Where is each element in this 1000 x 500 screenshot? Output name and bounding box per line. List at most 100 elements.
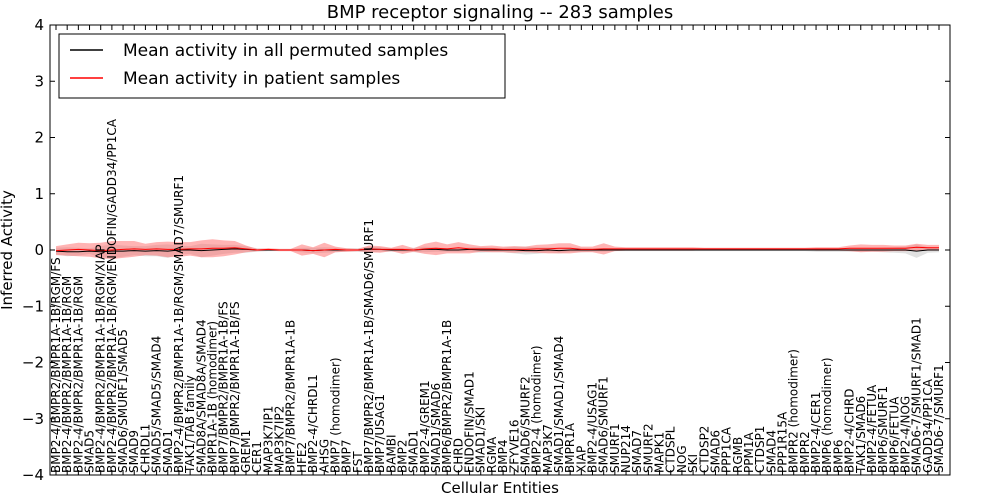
legend-label-patient: Mean activity in patient samples xyxy=(123,69,400,89)
x-tick-label-9: SMAD5/SMAD5/SMAD4 xyxy=(150,336,164,473)
x-tick-label-24: AHSG xyxy=(317,439,331,473)
x-tick-label-48: BMP2-4/USAG1 xyxy=(586,382,600,473)
x-tick-label-54: MAPK1 xyxy=(653,432,667,473)
y-tick-label-8: 4 xyxy=(34,16,44,34)
x-tick-label-7: SMAD9 xyxy=(127,430,141,473)
x-tick-label-1: BMP2-4/BMPR2/BMPR1A-1B/RGM xyxy=(60,276,74,473)
x-tick-label-52: SMAD7 xyxy=(630,430,644,473)
x-tick-label-32: SMAD1 xyxy=(407,430,421,473)
x-tick-label-2: BMP2-4/BMPR2/BMPR1A-1B/RGM xyxy=(71,276,85,473)
y-tick-label-4: 0 xyxy=(34,241,44,259)
y-tick-label-6: 2 xyxy=(34,129,44,147)
x-tick-label-64: SMAD4 xyxy=(764,430,778,473)
x-tick-label-51: NUP214 xyxy=(619,425,633,473)
x-tick-label-33: BMP2-4/GREM1 xyxy=(418,380,432,473)
y-axis-label: Inferred Activity xyxy=(0,190,16,310)
x-tick-label-47: XIAP xyxy=(574,446,588,473)
x-tick-label-76: BMP2-4/NOG xyxy=(898,396,912,473)
x-tick-label-25: BMP7 (homodimer) xyxy=(328,357,342,473)
x-tick-label-0: BMP2-4/BMPR2/BMPR1A-1B/RGM/FS xyxy=(49,257,63,473)
x-tick-label-45: SMAD1/SMAD1/SMAD4 xyxy=(552,336,566,473)
x-tick-label-18: CER1 xyxy=(250,441,264,473)
x-tick-label-17: GREM1 xyxy=(239,430,253,473)
x-tick-label-77: SMAD6-7/SMURF1/SMAD1 xyxy=(910,317,924,473)
x-tick-label-63: CTDSP1 xyxy=(753,426,767,473)
x-tick-label-39: RGMA xyxy=(485,436,499,473)
plot-frame xyxy=(49,24,951,476)
y-tick-label-2: −2 xyxy=(22,354,44,372)
legend-box xyxy=(58,33,506,99)
x-tick-label-69: BMP6 (homodimer) xyxy=(820,357,834,473)
x-tick-label-40: BMP4 xyxy=(496,440,510,473)
x-tick-label-68: BMP2-4/CER1 xyxy=(809,392,823,473)
y-tick-label-0: −4 xyxy=(22,466,44,484)
line-series-1 xyxy=(55,246,939,252)
x-tick-label-55: CTDSPL xyxy=(664,426,678,473)
line-series-0 xyxy=(55,248,939,253)
legend: Mean activity in all permuted samples Me… xyxy=(58,33,506,99)
y-tick-label-7: 3 xyxy=(34,72,44,90)
x-tick-label-23: BMP2-4/CHRDL1 xyxy=(306,374,320,473)
x-tick-label-19: MAP3K7IP1 xyxy=(261,406,275,473)
x-tick-label-43: BMP2-4 (homodimer) xyxy=(530,345,544,473)
x-tick-label-70: BMP6 xyxy=(831,440,845,473)
x-tick-label-58: CTDSP2 xyxy=(697,426,711,473)
x-tick-label-61: RGMB xyxy=(731,437,745,473)
x-tick-label-31: BMP2 xyxy=(395,440,409,473)
x-tick-label-4: BMP2-4/BMPR2/BMPR1A-1B/RGM/XIAP xyxy=(94,244,108,473)
x-tick-label-8: CHRDL1 xyxy=(138,424,152,473)
x-axis-ticks: BMP2-4/BMPR2/BMPR1A-1B/RGM/FSBMP2-4/BMPR… xyxy=(49,25,946,475)
x-tick-label-44: MAP3K7 xyxy=(541,424,555,473)
x-tick-label-5: BMP2-4/BMPR2/BMPR1A-1B/RGM/ENDOFIN/GADD3… xyxy=(105,118,119,473)
x-tick-label-6: SMAD6/SMURF1/SMAD5 xyxy=(116,329,130,473)
x-tick-label-74: BMP6/SMURF1 xyxy=(876,386,890,473)
x-tick-label-79: SMAD6-7/SMURF1 xyxy=(932,364,946,473)
x-tick-label-53: SMURF2 xyxy=(641,423,655,473)
x-tick-label-11: BMP2-4/BMPR2/BMPR1A-1B/RGM/SMAD7/SMURF1 xyxy=(172,175,186,473)
x-tick-label-65: PPP1R15A xyxy=(776,411,790,473)
legend-label-permuted: Mean activity in all permuted samples xyxy=(123,41,448,61)
x-tick-label-14: BMPR1A-1B (homodimer) xyxy=(205,321,219,473)
x-tick-label-10: SMAD1 xyxy=(161,430,175,473)
x-tick-label-50: SMURF1 xyxy=(608,423,622,473)
x-tick-label-26: BMP7 xyxy=(340,440,354,473)
x-tick-label-35: BMP6/BMPR2/BMPR1A-1B xyxy=(440,320,454,473)
series-lines xyxy=(55,246,939,253)
x-tick-label-49: SMAD6/SMURF1 xyxy=(597,376,611,473)
x-tick-label-22: HFE2 xyxy=(295,442,309,473)
x-tick-label-59: SMAD6 xyxy=(708,430,722,473)
x-tick-label-16: BMP7/BMPR2/BMPR1A-1B/FS xyxy=(228,301,242,473)
x-tick-label-12: TAK1/TAB family xyxy=(183,375,197,474)
x-tick-label-38: SMAD1/SKI xyxy=(474,407,488,473)
x-tick-label-42: SMAD6/SMURF2 xyxy=(518,376,532,473)
x-tick-label-28: BMP7/BMPR2/BMPR1A-1B/SMAD6/SMURF1 xyxy=(362,219,376,473)
x-tick-label-13: SMAD8A/SMAD8A/SMAD4 xyxy=(194,319,208,473)
x-tick-label-27: FST xyxy=(351,451,365,473)
y-tick-label-3: −1 xyxy=(22,297,44,315)
x-tick-label-21: BMP7/BMPR2/BMPR1A-1B xyxy=(284,320,298,473)
x-tick-label-41: ZFYVE16 xyxy=(507,419,521,473)
x-tick-label-75: BMP6/FETUA xyxy=(887,396,901,473)
x-tick-label-30: BAMBI xyxy=(384,434,398,473)
y-tick-label-5: 1 xyxy=(34,185,44,203)
x-axis-label: Cellular Entities xyxy=(441,479,559,497)
chart-title: BMP receptor signaling -- 283 samples xyxy=(327,2,674,23)
y-tick-label-1: −3 xyxy=(22,410,44,428)
x-tick-label-71: BMP2-4/CHRD xyxy=(843,389,857,473)
x-tick-label-73: BMP2-4/FETUA xyxy=(865,384,879,473)
x-tick-label-15: BMP7/BMPR2/BMPR1A-1B/FS xyxy=(217,301,231,473)
x-tick-label-56: NOG xyxy=(675,445,689,473)
x-tick-label-29: BMP7/USAG1 xyxy=(373,394,387,473)
x-tick-label-20: MAP3K7IP2 xyxy=(273,406,287,473)
y-axis-ticks: −4 −3 −2 −1 0 1 2 3 4 xyxy=(22,16,950,484)
x-tick-label-72: TAK1/SMAD6 xyxy=(854,396,868,474)
x-tick-label-57: SKI xyxy=(686,454,700,473)
x-tick-label-37: ENDOFIN/SMAD1 xyxy=(463,371,477,473)
x-tick-label-67: BMPR2 xyxy=(798,431,812,473)
x-tick-label-60: PPP1CA xyxy=(720,426,734,473)
x-tick-label-62: PPM1A xyxy=(742,432,756,473)
x-tick-label-46: BMPR1A xyxy=(563,422,577,473)
x-tick-label-3: SMAD5 xyxy=(83,430,97,473)
x-tick-label-66: BMPR2 (homodimer) xyxy=(787,349,801,473)
